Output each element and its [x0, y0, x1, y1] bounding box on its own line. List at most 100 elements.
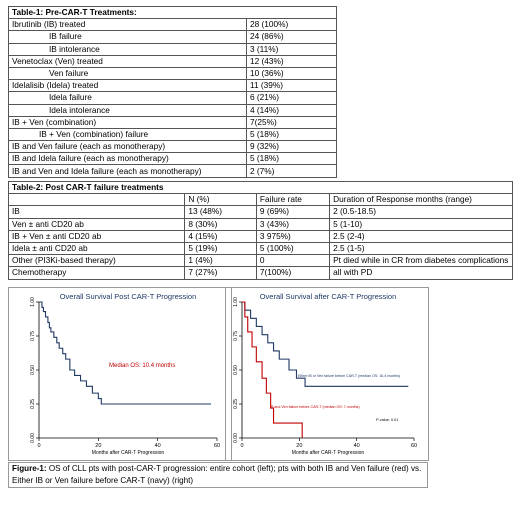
chart-title: Overall Survival Post CAR-T Progression	[60, 292, 197, 301]
table-cell: Other (PI3Ki-based therapy)	[7, 254, 186, 268]
table-row: Idelalisib (Idela) treated 11 (39%)	[8, 79, 337, 93]
table-cell: IB + Ven ± anti CD20 ab	[7, 229, 186, 243]
row-label: Ven failure	[8, 66, 247, 81]
y-tick-label: 0.50	[30, 365, 36, 375]
table-row: IB + Ven (combination) 7(25%)	[8, 115, 337, 129]
table2-title: Table-2: Post CAR-T failure treatments	[8, 180, 513, 195]
column-header: N (%)	[184, 193, 257, 207]
table-cell: Pt died while in CR from diabetes compli…	[329, 254, 513, 268]
y-tick-label: 0.75	[233, 331, 239, 341]
table-row: Ibrutinib (IB) treated 28 (100%)	[8, 18, 337, 32]
table-cell: 7 (27%)	[184, 266, 257, 280]
row-value: 2 (7%)	[246, 164, 337, 178]
y-tick-label: 0.00	[233, 433, 239, 443]
table-row: Other (PI3Ki-based therapy) 1 (4%) 0 Pt die…	[7, 254, 513, 268]
y-tick-label: 1.00	[233, 297, 239, 307]
table-cell: 2.5 (2-4)	[329, 229, 513, 243]
table-row: IB intolerance 3 (11%)	[8, 42, 337, 56]
table-row: IB and Idela failure (each as monotherap…	[8, 152, 337, 166]
chart-annotation: P-value: 0.01	[376, 418, 398, 422]
row-label: IB + Ven (combination)	[8, 115, 247, 129]
chart-annotation: Either IB or Ven failure before CAR-T (m…	[298, 374, 400, 378]
table-row: Ven failure 10 (36%)	[8, 66, 337, 81]
table-row: Chemotherapy 7 (27%) 7(100%) all with PD	[7, 266, 513, 280]
figure-caption: Figure-1: OS of CLL pts with post-CAR-T …	[8, 462, 428, 488]
row-value: 24 (86%)	[246, 30, 337, 44]
row-value: 5 (18%)	[246, 127, 337, 142]
caption-text: OS of CLL pts with post-CAR-T progressio…	[12, 464, 422, 485]
table-cell: 9 (69%)	[255, 205, 331, 219]
row-value: 6 (21%)	[246, 91, 337, 105]
km-plot-right: Overall Survival after CAR-T Progression…	[233, 292, 417, 456]
table-row: Idela failure 6 (21%)	[8, 91, 337, 105]
y-tick-label: 0.75	[30, 331, 36, 341]
x-tick-label: 60	[411, 443, 417, 449]
row-label: IB and Ven and Idela failure (each as mo…	[8, 164, 247, 178]
row-value: 3 (11%)	[246, 42, 337, 56]
row-value: 7(25%)	[246, 115, 337, 129]
row-value: 10 (36%)	[246, 66, 337, 81]
y-tick-label: 0.25	[30, 399, 36, 409]
x-tick-label: 40	[354, 443, 360, 449]
y-tick-label: 0.50	[233, 365, 239, 375]
chart-annotation: Median OS: 10.4 months	[109, 363, 175, 369]
table1-title: Table-1: Pre-CAR-T Treatments:	[8, 5, 337, 20]
table-row: IB and Ven and Idela failure (each as mo…	[8, 164, 337, 178]
x-tick-label: 20	[95, 443, 101, 449]
x-tick-label: 0	[37, 443, 40, 449]
caption-label: Figure-1:	[12, 464, 47, 473]
row-label: IB + Ven (combination) failure	[8, 127, 247, 142]
table-cell: Ven ± anti CD20 ab	[7, 217, 186, 231]
x-tick-label: 40	[155, 443, 161, 449]
x-tick-label: 20	[296, 443, 302, 449]
table-row: IB + Ven ± anti CD20 ab 4 (15%) 3 975%) 2.5…	[7, 229, 513, 243]
y-tick-label: 0.25	[233, 399, 239, 409]
table-cell: 5 (1-10)	[329, 217, 513, 231]
table-cell: 3 975%)	[255, 229, 331, 243]
survival-curve-0	[242, 301, 409, 387]
row-value: 9 (32%)	[246, 140, 337, 154]
post-cart-failure-table: Table-2: Post CAR-T failure treatments N …	[7, 180, 513, 280]
table-cell: 0	[255, 254, 331, 268]
row-label: Venetoclax (Ven) treated	[8, 54, 247, 68]
table-row: Venetoclax (Ven) treated 12 (43%)	[8, 54, 337, 68]
row-value: 5 (18%)	[246, 152, 337, 166]
row-label: Idela intolerance	[8, 103, 247, 117]
row-label: Ibrutinib (IB) treated	[8, 18, 247, 32]
row-label: Idelalisib (Idela) treated	[8, 79, 247, 93]
table-row: IB 13 (48%) 9 (69%) 2 (0.5-18.5)	[7, 205, 513, 219]
table-header-row: N (%) Failure rate Duration of Response mo…	[7, 193, 513, 207]
table-cell: 1 (4%)	[184, 254, 257, 268]
table-cell: 8 (30%)	[184, 217, 257, 231]
chart-title: Overall Survival after CAR-T Progression	[260, 292, 397, 301]
survival-curve-1	[242, 301, 303, 438]
os-entire-cohort-chart: Overall Survival Post CAR-T Progression 0…	[8, 287, 232, 461]
pre-cart-treatments-table: Table-1: Pre-CAR-T Treatments: Ibrutinib …	[8, 5, 337, 178]
table-cell: all with PD	[329, 266, 513, 280]
row-label: IB and Ven failure (each as monotherapy)	[8, 140, 247, 154]
chart-annotation: IB and Ven failure before CAR-T (median …	[270, 405, 360, 409]
os-by-failure-group-chart: Overall Survival after CAR-T Progression…	[225, 287, 429, 461]
column-header: Duration of Response months (range)	[329, 193, 513, 207]
y-tick-label: 1.00	[30, 297, 36, 307]
table-cell: Idela ± anti CD20 ab	[7, 241, 186, 256]
table-row: Idela intolerance 4 (14%)	[8, 103, 337, 117]
table-cell: 5 (100%)	[255, 241, 331, 256]
km-plot-left: Overall Survival Post CAR-T Progression 0…	[30, 292, 220, 456]
table-row: IB failure 24 (86%)	[8, 30, 337, 44]
y-tick-label: 0.00	[30, 433, 36, 443]
x-tick-label: 0	[240, 443, 243, 449]
table-cell: IB	[7, 205, 186, 219]
column-header	[7, 193, 186, 207]
row-value: 11 (39%)	[246, 79, 337, 93]
table-cell: 2 (0.5-18.5)	[329, 205, 513, 219]
row-value: 28 (100%)	[246, 18, 337, 32]
row-value: 12 (43%)	[246, 54, 337, 68]
row-label: IB failure	[8, 30, 247, 44]
table-row: IB and Ven failure (each as monotherapy)…	[8, 140, 337, 154]
row-label: IB and Idela failure (each as monotherap…	[8, 152, 247, 166]
row-label: IB intolerance	[8, 42, 247, 56]
row-label: Idela failure	[8, 91, 247, 105]
x-axis-label: Months after CAR-T Progression	[292, 450, 365, 456]
survival-curve-0	[39, 301, 212, 405]
